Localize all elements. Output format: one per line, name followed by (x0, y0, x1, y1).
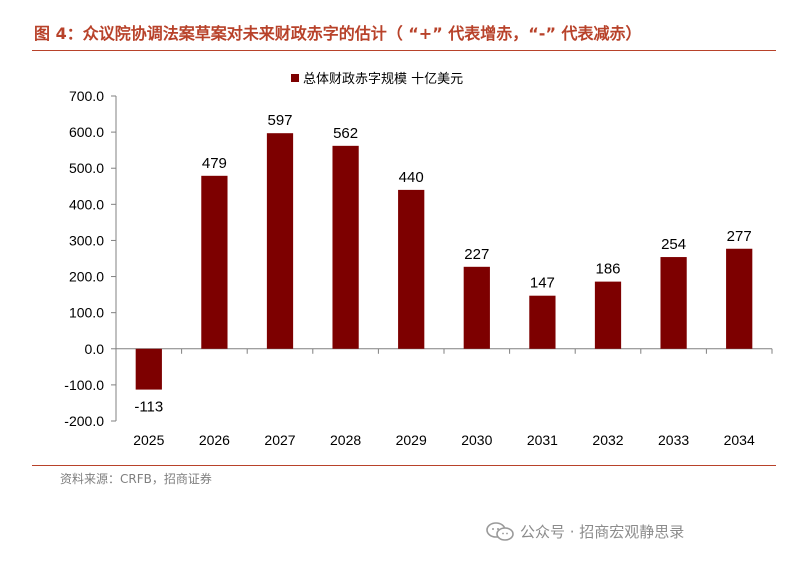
bar (332, 145, 359, 349)
footer-divider (32, 465, 776, 466)
data-label: 440 (399, 169, 424, 186)
y-tick-label: 200.0 (69, 269, 104, 285)
x-tick-label: 2027 (264, 432, 295, 448)
data-label: 562 (333, 125, 358, 142)
y-tick-label: -200.0 (64, 413, 104, 429)
bar (266, 133, 294, 349)
data-label: 147 (530, 275, 555, 292)
y-tick-label: 100.0 (69, 305, 104, 321)
bar-chart: 总体财政赤字规模 十亿美元 -200.0 -100.0 0.0 100.0 200.0 3… (64, 72, 773, 448)
x-tick-label: 2026 (199, 432, 230, 448)
y-tick-label: 500.0 (69, 160, 104, 176)
x-tick-label: 2029 (396, 432, 427, 448)
y-tick-label: 400.0 (69, 196, 104, 212)
y-tick-label: -100.0 (64, 377, 104, 393)
bar (594, 281, 622, 349)
x-axis: 2025 2026 2027 2028 2029 2030 2031 2032 2033 2034 (115, 348, 773, 448)
data-label: -113 (134, 399, 163, 416)
x-tick-label: 2030 (461, 432, 492, 448)
x-tick-label: 2028 (330, 432, 361, 448)
title-divider (32, 50, 776, 51)
bar (726, 248, 753, 349)
bar-series (135, 133, 753, 390)
bar (135, 348, 162, 390)
data-label: 186 (595, 261, 620, 278)
bar (398, 189, 425, 349)
chart-legend: 总体财政赤字规模 十亿美元 (291, 72, 463, 87)
y-axis: -200.0 -100.0 0.0 100.0 200.0 300.0 400.0 500.0… (64, 88, 117, 429)
x-tick-label: 2033 (658, 432, 689, 448)
figure-title: 图 4：众议院协调法案草案对未来财政赤字的估计（ “+” 代表增赤，“-” 代表… (34, 24, 642, 43)
data-label: 254 (661, 236, 686, 253)
x-tick-label: 2031 (527, 432, 558, 448)
y-tick-label: 600.0 (69, 124, 104, 140)
legend-label: 总体财政赤字规模 十亿美元 (303, 72, 463, 87)
wechat-icon (486, 521, 514, 541)
x-tick-label: 2034 (724, 432, 755, 448)
y-tick-label: 0.0 (85, 341, 105, 357)
bar (660, 257, 687, 349)
data-label: 597 (267, 112, 292, 129)
y-tick-label: 300.0 (69, 232, 104, 248)
source-note: 资料来源：CRFB，招商证券 (60, 472, 212, 486)
x-tick-label: 2025 (133, 432, 164, 448)
bar (529, 295, 556, 349)
data-label: 479 (202, 155, 227, 172)
legend-swatch (291, 74, 299, 82)
y-tick-label: 700.0 (69, 88, 104, 104)
watermark: 公众号 · 招商宏观静思录 (486, 521, 684, 542)
data-label: 277 (727, 228, 752, 245)
watermark-text: 公众号 · 招商宏观静思录 (520, 523, 685, 541)
bar (463, 266, 490, 349)
data-labels: -113 479 597 562 440 227 147 186 254 277 (134, 112, 751, 415)
x-tick-label: 2032 (592, 432, 623, 448)
bar (201, 175, 228, 349)
data-label: 227 (464, 246, 489, 263)
